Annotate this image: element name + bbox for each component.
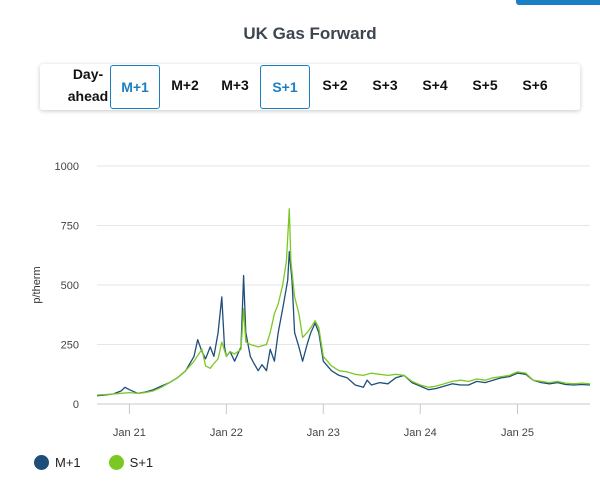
tab-m3[interactable]: M+3	[221, 77, 249, 93]
x-tick-label: Jan 24	[404, 427, 437, 439]
tab-bar: Day-ahead M+1 M+2 M+3 S+1 S+2 S+3 S+4 S+…	[40, 64, 580, 110]
legend-item-s1[interactable]: S+1	[108, 455, 154, 470]
tab-s1[interactable]: S+1	[260, 65, 310, 109]
tab-s3[interactable]: S+3	[372, 77, 398, 93]
legend-item-m1[interactable]: M+1	[34, 455, 81, 470]
legend-marker-m1	[34, 455, 49, 470]
tab-s5[interactable]: S+5	[472, 77, 498, 93]
y-tick-label: 500	[61, 280, 79, 292]
y-tick-label: 0	[73, 399, 79, 411]
series-line-s1	[96, 208, 591, 396]
chart-title: UK Gas Forward	[243, 24, 377, 43]
legend: M+1 S+1	[34, 455, 181, 470]
y-axis-title: p/therm	[31, 266, 43, 303]
series-line-m1	[96, 251, 591, 397]
tab-m1[interactable]: M+1	[110, 65, 160, 109]
legend-label-m1: M+1	[55, 455, 81, 470]
legend-label-s1: S+1	[129, 455, 154, 470]
tab-m2[interactable]: M+2	[171, 77, 199, 93]
tab-s2[interactable]: S+2	[322, 77, 348, 93]
x-tick-label: Jan 21	[113, 427, 146, 439]
x-tick-label: Jan 22	[210, 427, 243, 439]
y-tick-label: 250	[61, 340, 79, 352]
y-tick-label: 750	[61, 221, 79, 233]
corner-tab	[516, 0, 600, 5]
tab-day-ahead[interactable]: Day-ahead	[67, 66, 109, 104]
x-tick-label: Jan 23	[307, 427, 340, 439]
tab-s4[interactable]: S+4	[422, 77, 448, 93]
legend-marker-s1	[108, 455, 124, 470]
x-tick-label: Jan 25	[501, 427, 534, 439]
y-tick-label: 1000	[55, 161, 79, 173]
tab-s6[interactable]: S+6	[522, 77, 548, 93]
